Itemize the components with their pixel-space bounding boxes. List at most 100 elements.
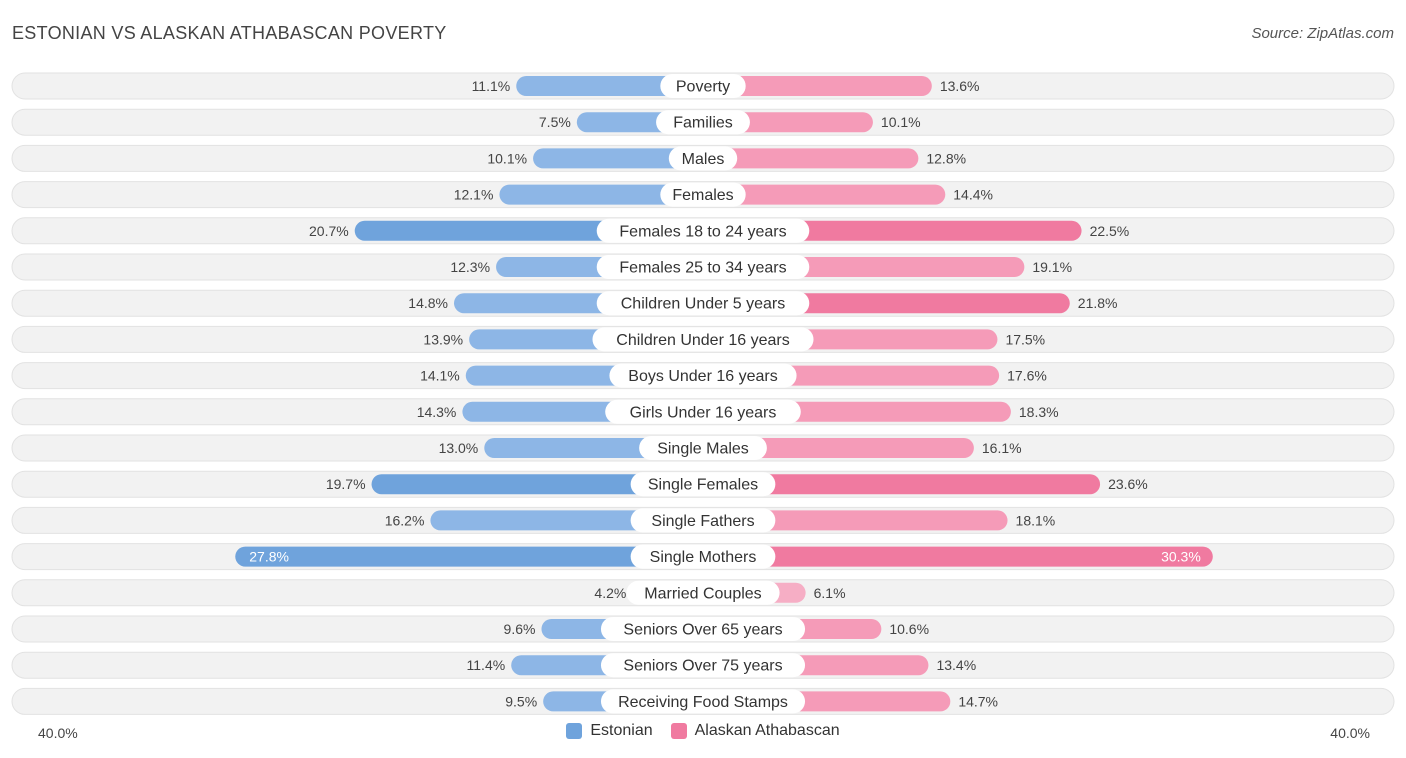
value-label-estonian: 14.1% [420,368,460,384]
category-label-bg [609,363,797,388]
value-label-alaskan: 10.6% [889,621,929,637]
chart-row: Females 12.1% 14.4% [11,181,1395,209]
category-label-bg [592,327,814,352]
axis-left-label: 40.0% [38,725,78,741]
bar-estonian [516,76,703,96]
bar-alaskan [703,546,1213,567]
category-label: Females 25 to 34 years [619,260,786,277]
value-label-alaskan: 17.5% [1005,331,1045,347]
bar-alaskan [703,148,919,169]
value-label-alaskan: 13.6% [940,78,980,94]
bar-alaskan [703,474,1101,495]
category-label-bg [626,580,780,605]
value-label-alaskan: 21.8% [1078,295,1118,311]
value-label-alaskan: 14.7% [958,693,998,709]
category-label: Seniors Over 65 years [623,622,782,639]
chart-row: Boys Under 16 years 14.1% 17.6% [11,362,1395,390]
value-label-estonian: 16.2% [385,512,425,528]
bar-alaskan [703,76,932,96]
category-label: Single Mothers [650,549,757,566]
value-label-estonian: 12.3% [450,259,490,275]
legend-label-alaskan: Alaskan Athabascan [694,722,840,739]
bar-alaskan [703,184,946,205]
value-label-estonian: 14.3% [417,404,457,420]
category-label: Males [682,151,725,168]
bar-alaskan [703,438,974,458]
chart-row: Single Males 13.0% 16.1% [11,434,1395,462]
value-label-estonian: 7.5% [539,114,571,130]
category-label: Children Under 5 years [621,296,786,313]
value-label-estonian: 20.7% [309,223,349,239]
value-label-estonian: 4.2% [594,585,626,601]
value-label-alaskan: 18.1% [1016,512,1056,528]
estonian-swatch [566,723,583,739]
axis-right-label: 40.0% [1330,725,1370,741]
chart-row: Families 7.5% 10.1% [11,108,1395,136]
bar-alaskan [703,510,1008,531]
category-label-bg [630,508,776,533]
category-label-bg [596,218,810,243]
chart-row: Females 18 to 24 years 20.7% 22.5% [11,217,1395,245]
chart-row: Children Under 5 years 14.8% 21.8% [11,289,1395,317]
category-label-bg [600,617,806,641]
chart-row: Single Females 19.7% 23.6% [11,470,1395,498]
legend-item-alaskan[interactable]: Alaskan Athabascan [670,722,840,740]
value-label-alaskan: 22.5% [1090,223,1130,239]
value-label-estonian: 9.6% [504,621,536,637]
chart-row: Girls Under 16 years 14.3% 18.3% [11,398,1395,426]
chart-row: Single Mothers 27.8% 30.3% [11,543,1395,571]
value-label-estonian: 9.5% [505,693,537,709]
chart-row: Poverty 11.1% 13.6% [11,72,1395,100]
value-label-estonian: 14.8% [408,295,448,311]
category-label-bg [656,110,750,135]
chart-row: Males 10.1% 12.8% [11,144,1395,172]
category-label: Poverty [676,79,730,96]
value-label-alaskan: 14.4% [953,187,993,203]
value-label-estonian: 27.8% [249,549,289,565]
value-label-estonian: 19.7% [326,476,366,492]
legend-label-estonian: Estonian [590,722,653,739]
chart-row: Single Fathers 16.2% 18.1% [11,506,1395,534]
category-label: Girls Under 16 years [630,404,777,421]
category-label-bg [600,689,806,714]
category-label: Families [673,115,733,132]
alaskan-swatch [670,723,687,739]
value-label-estonian: 11.4% [467,657,506,673]
category-label: Children Under 16 years [616,332,789,349]
value-label-alaskan: 6.1% [814,585,846,601]
category-label-bg [596,255,810,279]
category-label: Single Females [648,477,758,494]
category-label: Seniors Over 75 years [623,658,782,675]
bar-estonian [371,474,703,495]
legend-item-estonian[interactable]: Estonian [566,722,653,740]
category-label: Females [672,187,733,204]
category-label-bg [630,472,776,497]
value-label-alaskan: 12.8% [926,150,966,166]
chart-title: ESTONIAN VS ALASKAN ATHABASCAN POVERTY [12,23,447,43]
value-label-estonian: 12.1% [454,187,494,203]
bar-estonian [235,546,703,567]
chart-row: Married Couples 4.2% 6.1% [11,579,1395,607]
value-label-estonian: 11.1% [472,78,511,94]
bar-estonian [533,148,703,169]
value-label-alaskan: 23.6% [1108,476,1148,492]
category-label-bg [605,399,801,424]
value-label-estonian: 13.0% [439,440,479,456]
category-label-bg [639,436,767,460]
value-label-alaskan: 13.4% [936,657,976,673]
chart-row: Seniors Over 75 years 11.4% 13.4% [11,651,1395,679]
category-label: Receiving Food Stamps [618,694,788,711]
category-label: Single Males [657,441,749,458]
category-label: Boys Under 16 years [628,368,777,385]
legend: Estonian Alaskan Athabascan [0,722,1406,740]
category-label-bg [596,291,810,316]
value-label-alaskan: 19.1% [1032,259,1072,275]
value-label-alaskan: 30.3% [1161,549,1201,565]
category-label-bg [600,653,806,678]
category-label-bg [668,146,738,171]
category-label: Females 18 to 24 years [619,223,786,240]
source-credit: Source: ZipAtlas.com [1251,25,1394,42]
chart-row: Children Under 16 years 13.9% 17.5% [11,325,1395,353]
category-label: Single Fathers [651,513,754,530]
